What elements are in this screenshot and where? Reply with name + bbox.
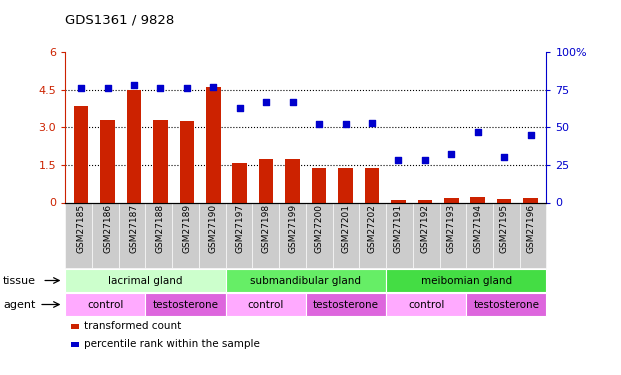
Bar bbox=[338, 168, 353, 202]
Point bbox=[76, 86, 86, 92]
Point bbox=[499, 154, 509, 160]
Text: GDS1361 / 9828: GDS1361 / 9828 bbox=[65, 13, 175, 26]
Point bbox=[129, 82, 139, 88]
Bar bbox=[444, 198, 458, 202]
Point bbox=[155, 86, 165, 92]
Point bbox=[340, 122, 350, 128]
Text: submandibular gland: submandibular gland bbox=[250, 276, 361, 285]
Bar bbox=[417, 200, 432, 202]
Bar bbox=[524, 198, 538, 202]
Bar bbox=[285, 159, 300, 203]
Text: testosterone: testosterone bbox=[153, 300, 219, 309]
Text: testosterone: testosterone bbox=[473, 300, 540, 309]
Text: agent: agent bbox=[3, 300, 35, 309]
Point bbox=[446, 152, 456, 157]
Text: transformed count: transformed count bbox=[84, 321, 181, 331]
Point bbox=[367, 120, 377, 126]
Point bbox=[473, 129, 483, 135]
Point bbox=[235, 105, 245, 111]
Point bbox=[182, 86, 192, 92]
Point bbox=[314, 122, 324, 128]
Text: lacrimal gland: lacrimal gland bbox=[108, 276, 183, 285]
Point bbox=[420, 158, 430, 164]
Text: control: control bbox=[87, 300, 124, 309]
Bar bbox=[100, 120, 115, 202]
Bar bbox=[471, 197, 485, 202]
Bar bbox=[74, 106, 88, 202]
Text: control: control bbox=[408, 300, 445, 309]
Text: testosterone: testosterone bbox=[313, 300, 379, 309]
Text: control: control bbox=[248, 300, 284, 309]
Bar bbox=[179, 121, 194, 202]
Point bbox=[261, 99, 271, 105]
Point bbox=[102, 86, 112, 92]
Bar bbox=[497, 199, 512, 202]
Bar bbox=[232, 162, 247, 202]
Bar bbox=[391, 200, 406, 202]
Point bbox=[288, 99, 297, 105]
Point bbox=[208, 84, 218, 90]
Bar bbox=[153, 120, 168, 202]
Point bbox=[525, 132, 535, 138]
Text: percentile rank within the sample: percentile rank within the sample bbox=[84, 339, 260, 349]
Bar bbox=[312, 168, 327, 202]
Bar bbox=[259, 159, 273, 203]
Bar bbox=[365, 168, 379, 202]
Point bbox=[394, 158, 404, 164]
Bar bbox=[206, 87, 220, 202]
Text: meibomian gland: meibomian gland bbox=[420, 276, 512, 285]
Text: tissue: tissue bbox=[3, 276, 36, 285]
Bar bbox=[127, 90, 141, 202]
